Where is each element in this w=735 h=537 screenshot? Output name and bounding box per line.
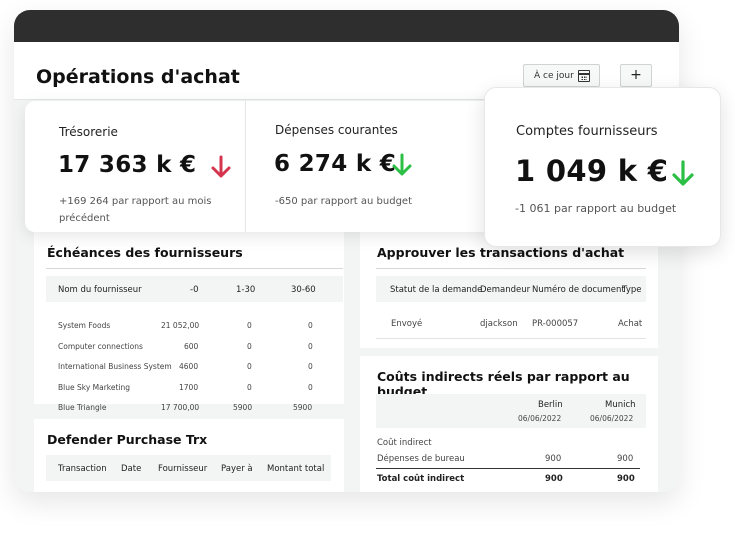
column-header: Type — [622, 285, 642, 295]
column-header: Numéro de document — [532, 285, 625, 295]
echeances-card: Échéances des fournisseurs Nom du fourni… — [34, 232, 344, 412]
column-header: Fournisseur — [158, 464, 208, 474]
arrow-down-icon — [211, 155, 231, 178]
page-title: Opérations d'achat — [36, 66, 240, 88]
column-header: Montant total — [267, 464, 325, 474]
app-window: Opérations d'achat À ce jour + Échéances… — [14, 10, 679, 492]
kpi-card-comptes-fournisseurs[interactable]: Comptes fournisseurs 1 049 k € -1 061 pa… — [484, 87, 721, 247]
arrow-down-icon — [672, 160, 694, 186]
kpi-subtext: +169 264 par rapport au mois — [59, 196, 212, 207]
approuver-card: Approuver les transactions d'achat Statu… — [360, 232, 658, 348]
couts-table-header: Berlin 06/06/2022 Munich 06/06/2022 — [376, 394, 646, 428]
column-date: 06/06/2022 — [590, 414, 634, 423]
couts-card: Coûts indirects réels par rapport au bud… — [360, 356, 658, 492]
column-date: 06/06/2022 — [518, 414, 562, 423]
defender-card: Defender Purchase Trx Transaction Date F… — [34, 419, 344, 492]
arrow-down-icon — [392, 153, 412, 176]
kpi-value: 1 049 k € — [515, 154, 669, 188]
approuver-title: Approuver les transactions d'achat — [377, 245, 625, 260]
defender-title: Defender Purchase Trx — [47, 432, 208, 447]
window-titlebar — [14, 10, 679, 42]
kpi-subtext: -1 061 par rapport au budget — [515, 202, 677, 215]
couts-group-label: Coût indirect — [377, 438, 432, 448]
column-header: Munich — [605, 400, 636, 410]
calendar-icon — [578, 70, 590, 82]
defender-table-header: Transaction Date Fournisseur Payer à Mon… — [46, 455, 331, 481]
column-header: Nom du fournisseur — [58, 285, 142, 295]
echeances-table-header: Nom du fournisseur -0 1-30 30-60 — [46, 276, 343, 302]
add-button[interactable]: + — [620, 64, 652, 87]
echeances-title: Échéances des fournisseurs — [47, 245, 243, 260]
kpi-value: 6 274 k € — [274, 151, 397, 177]
column-header: Statut de la demande — [390, 285, 483, 295]
column-header: Berlin — [538, 400, 563, 410]
kpi-label: Comptes fournisseurs — [516, 124, 658, 139]
column-header: -0 — [190, 285, 199, 295]
column-header: Payer à — [221, 464, 253, 474]
column-header: Demandeur — [480, 285, 531, 295]
kpi-subtext: précédent — [59, 213, 110, 224]
approuver-table-header: Statut de la demande Demandeur Numéro de… — [376, 276, 646, 302]
plus-icon: + — [630, 67, 642, 83]
column-header: Transaction — [58, 464, 107, 474]
date-filter-button[interactable]: À ce jour — [523, 64, 600, 87]
column-header: Date — [121, 464, 142, 474]
kpi-strip: Trésorerie 17 363 k € +169 264 par rappo… — [25, 101, 495, 232]
kpi-subtext: -650 par rapport au budget — [275, 196, 413, 207]
kpi-label: Trésorerie — [59, 125, 118, 139]
page-header: Opérations d'achat À ce jour + — [14, 42, 679, 100]
date-filter-label: À ce jour — [534, 71, 574, 81]
kpi-label: Dépenses courantes — [275, 123, 398, 137]
kpi-value: 17 363 k € — [58, 152, 197, 178]
column-header: 1-30 — [236, 285, 256, 295]
column-header: 30-60 — [291, 285, 316, 295]
